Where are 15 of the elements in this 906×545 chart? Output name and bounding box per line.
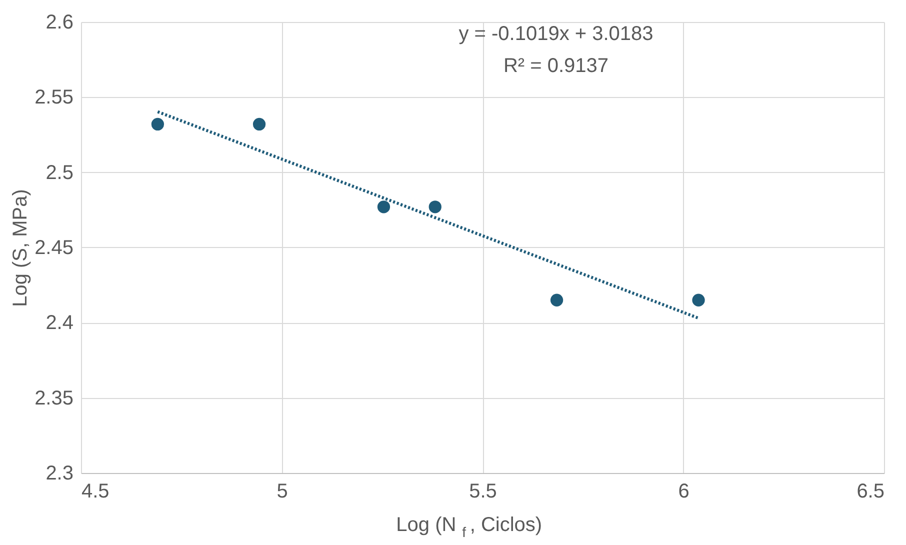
y-tick-label: 2.5	[46, 162, 74, 184]
y-tick-label: 2.35	[34, 387, 74, 410]
y-axis-title: Log (S, MPa)	[10, 189, 32, 307]
x-tick-label: 6	[678, 480, 690, 502]
y-tick-label: 2.3	[46, 462, 74, 484]
x-tick-label: 5.5	[469, 480, 497, 502]
y-tick-label: 2.45	[34, 237, 74, 259]
y-tick-label: 2.55	[34, 86, 74, 109]
x-tick-label: 5	[276, 480, 288, 502]
x-tick-label: 6.5	[856, 480, 884, 502]
annotation: y = -0.1019x + 3.0183	[458, 23, 654, 45]
y-tick-label: 2.4	[46, 312, 74, 334]
x-tick-label: 4.5	[82, 480, 110, 502]
y-tick-label: 2.6	[46, 12, 74, 34]
annotation: R² = 0.9137	[503, 55, 609, 77]
